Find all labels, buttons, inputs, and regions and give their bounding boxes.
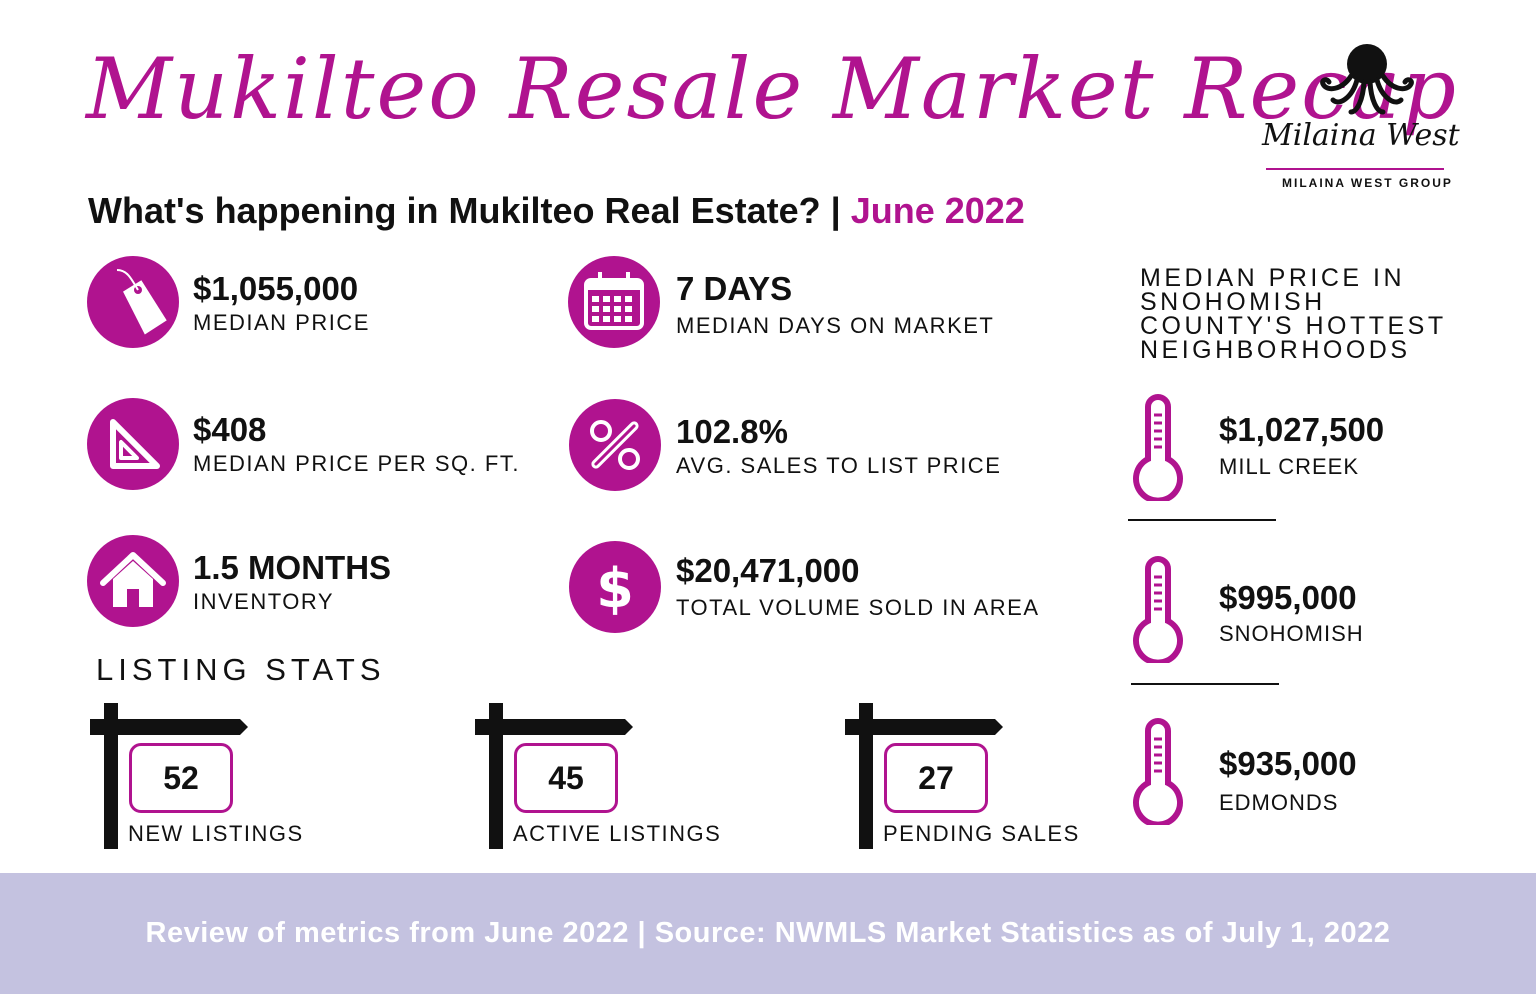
- listing-sign-new: 52 NEW LISTINGS: [90, 703, 330, 853]
- thermometer-icon: [1133, 394, 1183, 501]
- listing-sign-active: 45 ACTIVE LISTINGS: [475, 703, 735, 853]
- edmonds-price: $935,000: [1219, 745, 1357, 782]
- snohomish-price: $995,000: [1219, 579, 1357, 616]
- snohomish-label: SNOHOMISH: [1219, 621, 1364, 646]
- pending-sales-label: PENDING SALES: [883, 821, 1080, 846]
- median-price-label: MEDIAN PRICE: [193, 310, 370, 335]
- price-tag-icon: [87, 256, 179, 348]
- new-listings-value: 52: [129, 743, 233, 813]
- sales-to-list-value: 102.8%: [676, 413, 788, 450]
- svg-text:$: $: [596, 557, 634, 620]
- divider: [1131, 683, 1279, 685]
- hottest-neighborhoods-heading: MEDIAN PRICE IN SNOHOMISH COUNTY'S HOTTE…: [1140, 264, 1520, 364]
- heading-line: COUNTY'S HOTTEST: [1140, 312, 1447, 340]
- logo-brand-name: Milaina West: [1262, 118, 1460, 153]
- edmonds-label: EDMONDS: [1219, 790, 1339, 815]
- page-subtitle: What's happening in Mukilteo Real Estate…: [88, 190, 1025, 232]
- heading-line: MEDIAN PRICE IN: [1140, 264, 1406, 292]
- mill-creek-price: $1,027,500: [1219, 411, 1385, 448]
- heading-line: SNOHOMISH: [1140, 288, 1326, 316]
- subtitle-question: What's happening in Mukilteo Real Estate…: [88, 190, 851, 231]
- octopus-icon: [1320, 44, 1414, 115]
- divider: [1128, 519, 1276, 521]
- inventory-value: 1.5 MONTHS: [193, 549, 392, 586]
- heading-line: NEIGHBORHOODS: [1140, 336, 1411, 364]
- page-title: Mukilteo Resale Market Recap: [86, 40, 1459, 138]
- total-volume-label: TOTAL VOLUME SOLD IN AREA: [676, 595, 1040, 620]
- listing-sign-pending: 27 PENDING SALES: [845, 703, 1085, 853]
- pending-sales-value: 27: [884, 743, 988, 813]
- new-listings-label: NEW LISTINGS: [128, 821, 304, 846]
- median-price-value: $1,055,000: [193, 270, 359, 307]
- price-per-sqft-label: MEDIAN PRICE PER SQ. FT.: [193, 451, 520, 476]
- median-days-label: MEDIAN DAYS ON MARKET: [676, 313, 995, 338]
- thermometer-icon: [1133, 718, 1183, 825]
- footer-source-text: Review of metrics from June 2022 | Sourc…: [145, 917, 1391, 949]
- active-listings-value: 45: [514, 743, 618, 813]
- active-listings-label: ACTIVE LISTINGS: [513, 821, 722, 846]
- calendar-icon: [568, 256, 660, 348]
- logo-group-name: MILAINA WEST GROUP: [1282, 176, 1453, 190]
- thermometer-icon: [1133, 556, 1183, 663]
- set-square-icon: [87, 398, 179, 490]
- footer-banner: Review of metrics from June 2022 | Sourc…: [0, 873, 1536, 994]
- logo-underline: [1266, 168, 1444, 170]
- sign-post-icon: [475, 703, 633, 849]
- median-days-value: 7 DAYS: [676, 270, 793, 307]
- sales-to-list-label: AVG. SALES TO LIST PRICE: [676, 453, 1002, 478]
- inventory-label: INVENTORY: [193, 589, 335, 614]
- sign-post-icon: [845, 703, 1003, 849]
- subtitle-date: June 2022: [850, 190, 1025, 231]
- percent-icon: [569, 399, 661, 491]
- listing-stats-heading: LISTING STATS: [96, 652, 386, 687]
- sign-post-icon: [90, 703, 248, 849]
- dollar-icon: $: [569, 541, 661, 633]
- mill-creek-label: MILL CREEK: [1219, 454, 1360, 479]
- total-volume-value: $20,471,000: [676, 552, 860, 589]
- price-per-sqft-value: $408: [193, 411, 267, 448]
- house-icon: [87, 535, 179, 627]
- brand-logo: Milaina West MILAINA WEST GROUP: [1262, 40, 1462, 190]
